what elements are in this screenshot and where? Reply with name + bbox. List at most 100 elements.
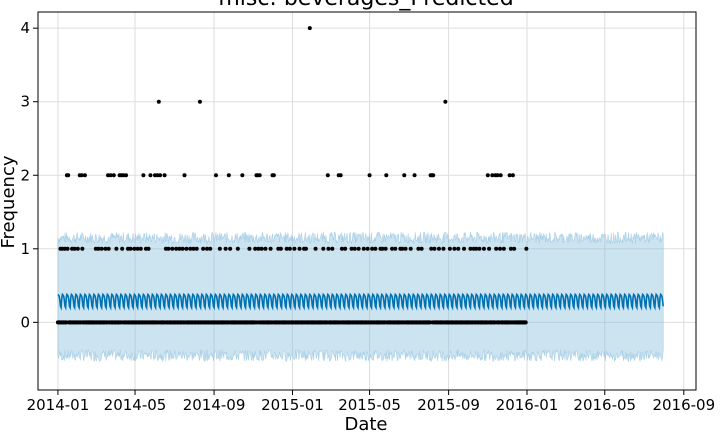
observed-point: [99, 246, 104, 251]
observed-point: [201, 246, 206, 251]
chart-title: misc: beverages_Predicted: [218, 0, 513, 11]
observed-point: [339, 246, 344, 251]
observed-point: [343, 246, 348, 251]
observed-point: [495, 173, 500, 178]
observed-point: [75, 246, 80, 251]
observed-point: [253, 246, 258, 251]
y-tick-label: 3: [20, 93, 30, 111]
observed-point: [508, 246, 513, 251]
observed-point: [416, 246, 421, 251]
observed-point: [370, 246, 375, 251]
observed-point: [524, 246, 529, 251]
observed-point: [217, 246, 222, 251]
observed-point: [441, 246, 446, 251]
observed-point: [326, 246, 331, 251]
observed-point: [393, 246, 398, 251]
observed-point: [373, 246, 378, 251]
observed-point: [338, 173, 343, 178]
observed-point: [456, 246, 461, 251]
observed-point: [256, 246, 261, 251]
observed-point: [208, 246, 213, 251]
observed-point: [462, 246, 467, 251]
observed-point: [96, 246, 101, 251]
x-tick-label: 2015-05: [338, 396, 401, 414]
y-tick-label: 1: [20, 240, 30, 258]
observed-point: [494, 246, 499, 251]
x-tick-label: 2016-01: [496, 396, 559, 414]
observed-point: [141, 173, 146, 178]
observed-point: [166, 246, 171, 251]
observed-point: [287, 246, 292, 251]
observed-point: [390, 246, 395, 251]
observed-point: [247, 246, 252, 251]
observed-point: [436, 246, 441, 251]
observed-point: [240, 173, 245, 178]
observed-point: [111, 173, 116, 178]
observed-point: [80, 246, 85, 251]
observed-point: [356, 246, 361, 251]
observed-point: [321, 246, 326, 251]
y-tick-label: 0: [20, 313, 30, 331]
observed-point: [325, 173, 330, 178]
observed-point: [235, 246, 240, 251]
observed-point: [259, 246, 264, 251]
observed-point: [313, 246, 318, 251]
forecast-line: [57, 292, 665, 311]
observed-point: [278, 246, 283, 251]
observed-point: [263, 246, 268, 251]
observed-point: [384, 173, 389, 178]
observed-point: [65, 246, 70, 251]
observed-point: [419, 246, 424, 251]
x-tick-label: 2014-09: [183, 396, 246, 414]
observed-point: [106, 246, 111, 251]
observed-point: [223, 246, 228, 251]
observed-point: [79, 173, 84, 178]
observed-point: [174, 246, 179, 251]
observed-point: [188, 246, 193, 251]
observed-point: [182, 173, 187, 178]
observed-point: [158, 173, 163, 178]
observed-point: [432, 246, 437, 251]
observed-point: [349, 246, 354, 251]
observed-point: [72, 246, 77, 251]
observed-point: [367, 173, 372, 178]
observed-point: [120, 246, 125, 251]
observed-point: [103, 246, 108, 251]
observed-point: [194, 246, 199, 251]
observed-point: [257, 173, 262, 178]
observed-point: [177, 246, 182, 251]
observed-point: [443, 99, 448, 104]
x-tick-label: 2016-05: [573, 396, 636, 414]
observed-point: [148, 173, 153, 178]
observed-point: [128, 246, 133, 251]
observed-point: [146, 246, 151, 251]
observed-point: [485, 173, 490, 178]
observed-point: [213, 173, 218, 178]
observed-point: [477, 246, 482, 251]
observed-point: [228, 246, 233, 251]
observed-point: [180, 246, 185, 251]
observed-point: [205, 246, 209, 251]
observed-point: [490, 173, 495, 178]
observed-point: [507, 173, 512, 178]
observed-point: [468, 246, 473, 251]
observed-point: [498, 246, 503, 251]
observed-point: [124, 173, 129, 178]
y-tick-label: 4: [20, 19, 30, 37]
observed-point: [512, 246, 517, 251]
observed-point: [268, 246, 273, 251]
observed-points: [55, 26, 529, 325]
observed-point: [226, 173, 231, 178]
observed-point: [487, 246, 492, 251]
plot-frame: [37, 11, 697, 391]
x-axis-label: Date: [344, 414, 387, 432]
observed-point: [402, 173, 407, 178]
observed-point: [447, 246, 452, 251]
observed-point: [380, 246, 385, 251]
x-tick-label: 2016-09: [652, 396, 715, 414]
observed-point: [170, 246, 175, 251]
observed-point: [501, 246, 506, 251]
y-axis-label: Frequency: [0, 155, 19, 248]
observed-point: [162, 173, 167, 178]
x-tick-label: 2015-09: [417, 396, 480, 414]
